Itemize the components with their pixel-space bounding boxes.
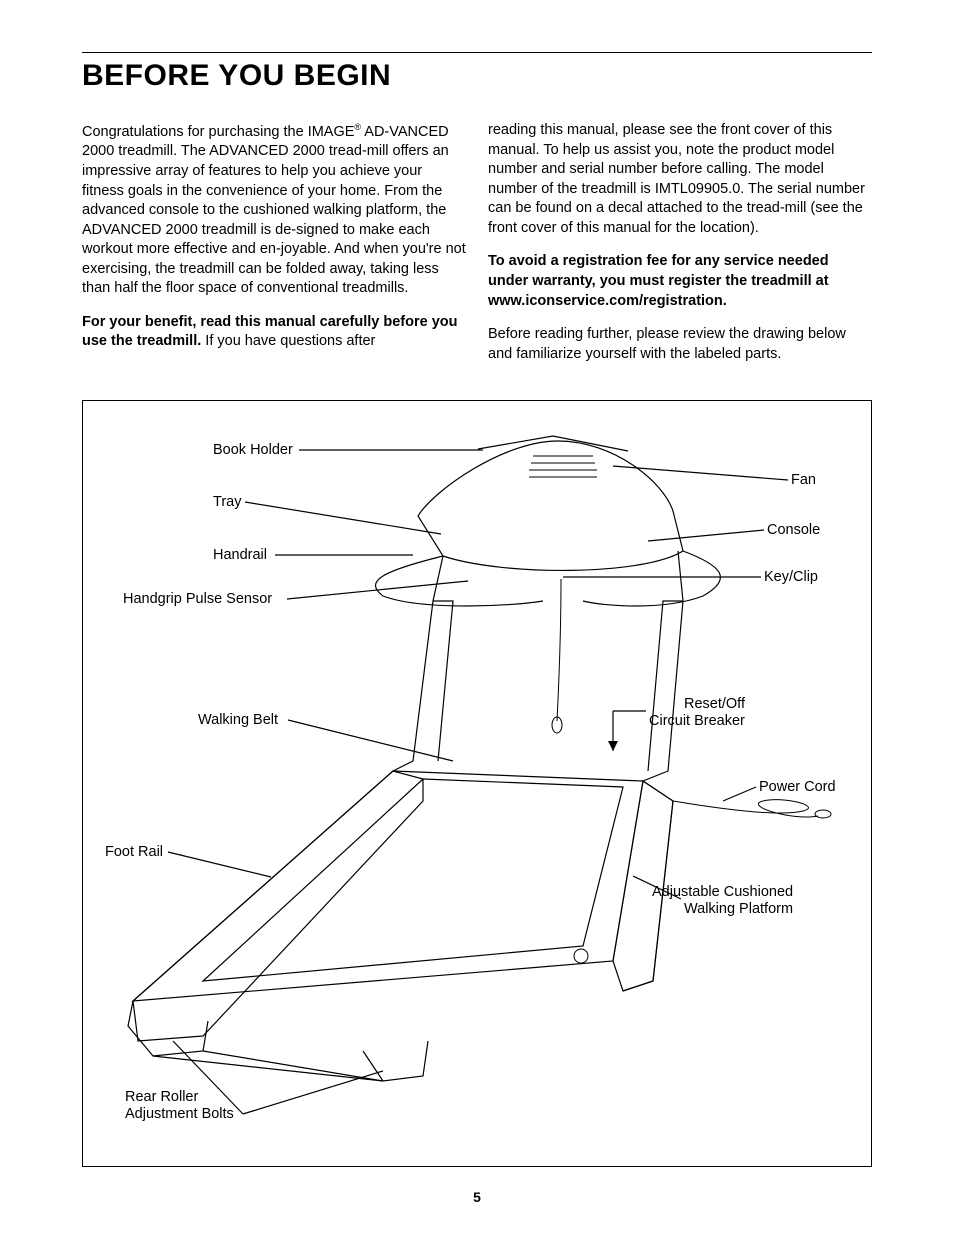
col2-para2: To avoid a registration fee for any serv… bbox=[488, 252, 872, 311]
page-number: 5 bbox=[0, 1189, 954, 1205]
page-title: BEFORE YOU BEGIN bbox=[82, 59, 872, 93]
col1-para1: Congratulations for purchasing the IMAGE… bbox=[82, 121, 466, 299]
column-right: reading this manual, please see the fron… bbox=[488, 121, 872, 378]
col1-p2-rest: If you have questions after bbox=[201, 333, 375, 349]
col1-p1-b: AD-VANCED 2000 treadmill. The ADVANCED 2… bbox=[82, 124, 466, 297]
col2-para1: reading this manual, please see the fron… bbox=[488, 121, 872, 238]
col1-p1-a: Congratulations for purchasing the IMAGE bbox=[82, 124, 354, 140]
body-columns: Congratulations for purchasing the IMAGE… bbox=[82, 121, 872, 378]
col2-para3: Before reading further, please review th… bbox=[488, 325, 872, 364]
manual-page: BEFORE YOU BEGIN Congratulations for pur… bbox=[0, 0, 954, 1235]
top-rule bbox=[82, 52, 872, 53]
diagram-svg bbox=[83, 401, 871, 1166]
column-left: Congratulations for purchasing the IMAGE… bbox=[82, 121, 466, 378]
col1-para2: For your benefit, read this manual caref… bbox=[82, 313, 466, 352]
treadmill-diagram: Book Holder Tray Handrail Handgrip Pulse… bbox=[82, 400, 872, 1167]
